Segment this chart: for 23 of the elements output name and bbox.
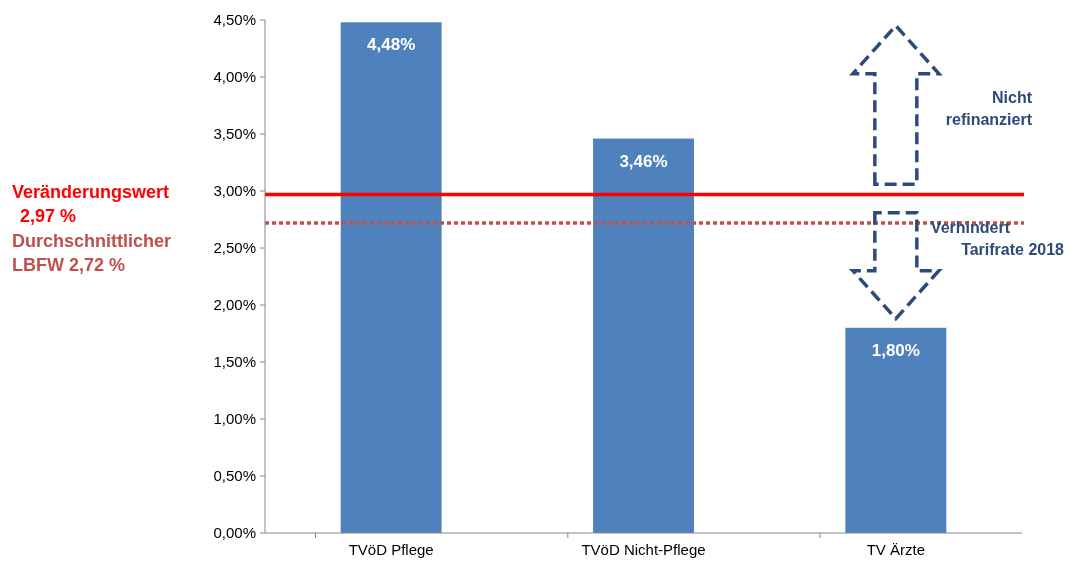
annotation: Nicht refinanziert <box>945 89 1033 128</box>
bar <box>340 22 442 533</box>
data-label: 3,46% <box>619 151 668 171</box>
y-tick-label: 0,00% <box>213 524 256 542</box>
ref-line-label: Durchschnittlicher LBFW 2,72 % <box>12 231 172 275</box>
x-tick-label: TV Ärzte <box>866 541 926 558</box>
x-tick-label: TVöD Pflege <box>348 541 434 558</box>
annotation: Verhindert Tarifrate 2018 <box>930 219 1065 258</box>
y-tick-label: 3,00% <box>213 182 256 200</box>
y-tick-label: 4,00% <box>213 68 256 86</box>
data-label: 4,48% <box>367 35 416 55</box>
ref-line-label: Veränderungswert 2,97 % <box>12 182 170 226</box>
y-tick-label: 2,50% <box>213 239 256 257</box>
y-tick-label: 1,50% <box>213 353 256 371</box>
y-tick-label: 3,50% <box>213 125 256 143</box>
y-tick-label: 4,50% <box>213 11 256 29</box>
y-tick-label: 0,50% <box>213 467 256 485</box>
bar <box>593 138 694 533</box>
y-tick-label: 1,00% <box>213 410 256 428</box>
x-tick-label: TVöD Nicht-Pflege <box>581 541 706 558</box>
y-tick-label: 2,00% <box>213 296 256 314</box>
bar <box>845 327 947 533</box>
data-label: 1,80% <box>871 340 920 360</box>
